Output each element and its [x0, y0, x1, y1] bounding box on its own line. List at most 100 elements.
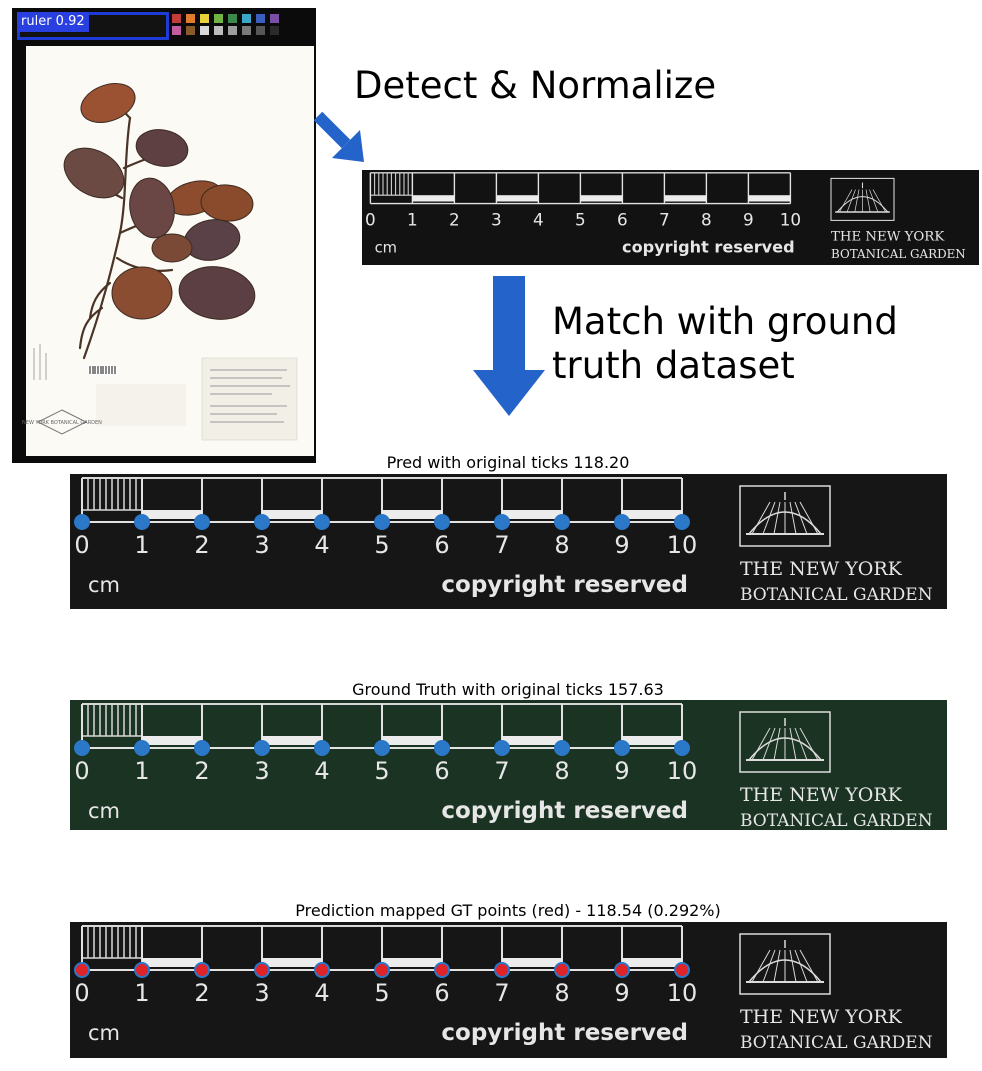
color-swatch [242, 26, 251, 35]
detect-normalize-caption: Detect & Normalize [354, 64, 717, 107]
tick-label: 6 [434, 757, 449, 785]
logo-rib [839, 189, 853, 213]
unit-label: cm [375, 240, 397, 257]
color-calibration-chart [170, 12, 316, 38]
logo-rib [799, 949, 819, 983]
ruler-background [70, 474, 947, 609]
scale-band [142, 736, 202, 745]
plant-leaves [63, 83, 256, 320]
tick-label: 0 [74, 757, 89, 785]
mapped-panel-title: Prediction mapped GT points (red) - 118.… [295, 901, 721, 920]
unit-label: cm [88, 799, 120, 823]
tick-label: 0 [74, 979, 89, 1007]
tick-point [74, 962, 90, 978]
color-swatch [256, 26, 265, 35]
color-swatch [270, 14, 279, 23]
tick-label: 2 [194, 757, 209, 785]
tick-point [314, 740, 330, 756]
scale-band [262, 510, 322, 519]
logo-rib [762, 501, 776, 535]
logo-text-line2: BOTANICAL GARDEN [740, 811, 933, 830]
unit-label: cm [88, 573, 120, 597]
tick-label: 6 [617, 209, 628, 229]
logo-rib [773, 501, 781, 535]
copyright-label: copyright reserved [441, 798, 688, 824]
unit-label: cm [88, 1021, 120, 1045]
logo-frame [830, 177, 895, 221]
tick-point [254, 514, 270, 530]
tick-label: 6 [434, 979, 449, 1007]
logo-rib [869, 189, 879, 213]
tick-label: 6 [434, 531, 449, 559]
color-swatch [200, 26, 209, 35]
tick-label: 5 [374, 757, 389, 785]
tick-point [614, 740, 630, 756]
logo-rib [789, 501, 797, 535]
logo-rib [762, 727, 776, 761]
scale-band [622, 736, 682, 745]
tick-label: 7 [659, 209, 670, 229]
diagonal-arrow-icon [313, 111, 364, 162]
scale-band [142, 510, 202, 519]
tick-point [674, 740, 690, 756]
tick-label: 4 [533, 209, 544, 229]
logo-text-line1: THE NEW YORK [740, 558, 903, 580]
logo-text-line1: THE NEW YORK [740, 1006, 903, 1028]
tick-label: 3 [254, 531, 269, 559]
logo-text-line1: THE NEW YORK [740, 784, 903, 806]
tick-label: 1 [134, 979, 149, 1007]
svg-text:NEW YORK BOTANICAL GARDEN: NEW YORK BOTANICAL GARDEN [22, 420, 102, 426]
scale-band [262, 736, 322, 745]
tick-label: 10 [667, 757, 698, 785]
scale-band [502, 958, 562, 967]
tick-label: 3 [254, 979, 269, 1007]
scale-band [262, 958, 322, 967]
logo-text-line2: BOTANICAL GARDEN [831, 247, 966, 261]
tick-label: 3 [491, 209, 502, 229]
tick-point [374, 740, 390, 756]
copyright-label: copyright reserved [441, 1020, 688, 1046]
logo-rib [789, 949, 797, 983]
ruler-background [70, 700, 947, 830]
logo-rib [846, 189, 856, 213]
tick-label: 7 [494, 757, 509, 785]
herbarium-specimen-image: ruler 0.92 [12, 8, 316, 463]
logo-text-line1: THE NEW YORK [831, 230, 945, 245]
tick-point [314, 962, 330, 978]
logo-rib [751, 501, 771, 535]
tick-point [674, 514, 690, 530]
tick-point [554, 514, 570, 530]
logo-rib [872, 189, 886, 213]
logo-rib [794, 501, 808, 535]
tick-point [254, 740, 270, 756]
tick-label: 10 [780, 209, 801, 229]
tick-label: 1 [134, 531, 149, 559]
color-swatch [214, 26, 223, 35]
logo-rib [789, 727, 797, 761]
scale-band [496, 195, 539, 202]
tick-label: 4 [314, 757, 329, 785]
logo-frame [739, 933, 831, 995]
tick-label: 1 [407, 209, 418, 229]
tick-label: 8 [701, 209, 712, 229]
logo-rib [794, 949, 808, 983]
mapped-ruler-panel: 0 1 2 3 4 5 6 7 8 9 10 cm copyright reserved THE NEW … [70, 922, 947, 1058]
logo-rib [773, 727, 781, 761]
tick-label: 4 [314, 531, 329, 559]
tick-label: 10 [667, 979, 698, 1007]
tick-label: 8 [554, 531, 569, 559]
tick-label: 9 [614, 757, 629, 785]
tick-point [194, 514, 210, 530]
scale-band [382, 958, 442, 967]
tick-label: 5 [575, 209, 586, 229]
copyright-label: copyright reserved [622, 238, 795, 257]
scale-band [622, 958, 682, 967]
tick-label: 0 [365, 209, 376, 229]
tick-label: 9 [743, 209, 754, 229]
tick-point [434, 740, 450, 756]
pred-panel-title: Pred with original ticks 118.20 [386, 453, 630, 472]
normalized-ruler-image: 0 1 2 3 4 5 6 7 8 9 10 cm copyright reserved THE NEW … [362, 170, 979, 265]
tick-point [494, 514, 510, 530]
tick-point [434, 962, 450, 978]
color-swatch [186, 26, 195, 35]
